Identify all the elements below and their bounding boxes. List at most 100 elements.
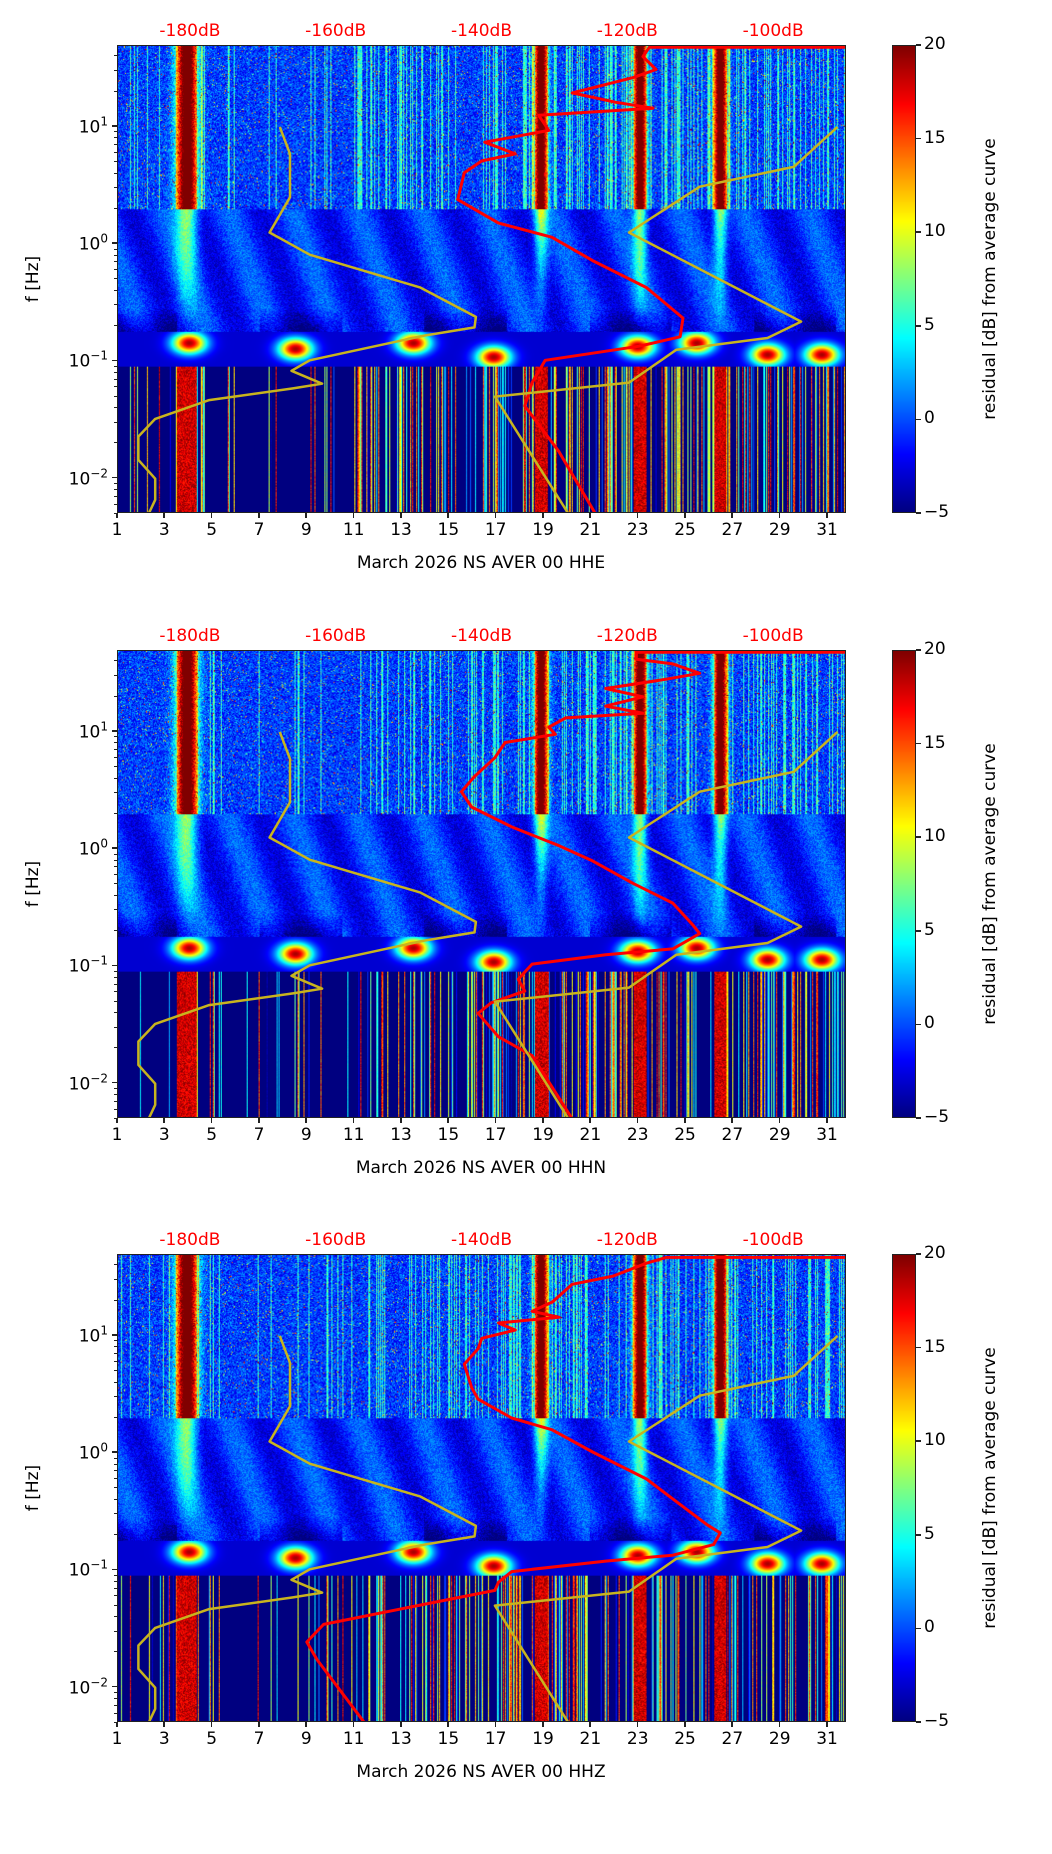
y-minor-tick bbox=[114, 161, 117, 163]
x-tick-label: 19 bbox=[532, 1729, 554, 1749]
y-tick-mark bbox=[112, 847, 117, 849]
y-minor-tick bbox=[114, 1100, 117, 1102]
y-minor-tick bbox=[114, 1026, 117, 1028]
y-minor-tick bbox=[114, 269, 117, 271]
x-tick-mark bbox=[778, 1118, 781, 1123]
colorbar-tick-label: 10 bbox=[924, 1430, 946, 1451]
y-tick-base: 10 bbox=[68, 956, 91, 977]
y-minor-tick bbox=[114, 695, 117, 697]
x-tick-mark bbox=[163, 1118, 165, 1123]
x-tick-label: 27 bbox=[721, 1729, 744, 1749]
x-tick-mark bbox=[684, 1722, 686, 1727]
y-tick-exponent: 1 bbox=[100, 114, 108, 129]
y-tick-exponent: −1 bbox=[90, 1557, 108, 1572]
colorbar-tick-mark bbox=[916, 1253, 921, 1255]
y-tick-base: 10 bbox=[68, 1074, 91, 1095]
series-line-nlnm bbox=[137, 731, 478, 1117]
y-tick-exponent: 1 bbox=[100, 1323, 108, 1338]
colorbar-tick-mark bbox=[916, 742, 921, 745]
series-line-nhnm bbox=[493, 1334, 839, 1721]
colorbar-tick-mark bbox=[916, 1117, 921, 1119]
y-minor-tick bbox=[114, 386, 117, 388]
x-tick-label: 29 bbox=[768, 1729, 791, 1749]
x-tick-label: 3 bbox=[158, 520, 170, 540]
y-tick-base: 10 bbox=[78, 117, 101, 138]
x-tick-mark bbox=[636, 1118, 639, 1123]
x-tick-label: 21 bbox=[579, 1125, 602, 1145]
x-tick-mark bbox=[636, 1722, 639, 1727]
colorbar-tick-label: −5 bbox=[924, 502, 950, 522]
y-tick-mark bbox=[112, 242, 117, 244]
colorbar-tick-label: 5 bbox=[924, 1523, 935, 1544]
top-axis-db-label: -160dB bbox=[305, 1230, 367, 1250]
colorbar-gradient bbox=[893, 46, 915, 512]
y-axis-label: f [Hz] bbox=[23, 860, 43, 908]
y-minor-tick bbox=[114, 90, 117, 92]
y-minor-tick bbox=[114, 874, 117, 876]
y-minor-tick bbox=[114, 1012, 117, 1014]
y-tick-label: 10−1 bbox=[69, 1558, 108, 1581]
y-minor-tick bbox=[114, 1470, 117, 1472]
y-minor-tick bbox=[114, 1360, 117, 1362]
y-minor-tick bbox=[114, 1264, 117, 1266]
y-minor-tick bbox=[114, 1574, 117, 1576]
x-tick-mark bbox=[352, 513, 355, 518]
x-tick-mark bbox=[258, 1118, 260, 1123]
x-tick-label: 9 bbox=[300, 520, 312, 540]
x-tick-label: 9 bbox=[300, 1729, 312, 1749]
colorbar-tick-mark bbox=[916, 1721, 921, 1723]
colorbar-tick-label: 20 bbox=[924, 639, 946, 659]
x-tick-mark bbox=[684, 513, 686, 518]
top-axis-db-label: -160dB bbox=[305, 626, 367, 646]
colorbar-label: residual [dB] from average curve bbox=[980, 743, 1000, 1025]
y-minor-tick bbox=[114, 1604, 117, 1606]
y-minor-tick bbox=[114, 371, 117, 373]
y-tick-exponent: −2 bbox=[90, 466, 108, 481]
x-axis-label: March 2026 NS AVER 00 HHZ bbox=[356, 1762, 606, 1782]
y-minor-tick bbox=[114, 1704, 117, 1706]
x-tick-mark bbox=[400, 1118, 402, 1123]
top-axis-db-label: -160dB bbox=[305, 21, 367, 41]
colorbar-tick-label: 15 bbox=[924, 1336, 946, 1357]
x-tick-mark bbox=[731, 1722, 733, 1727]
x-tick-mark bbox=[542, 1118, 544, 1123]
x-tick-label: 7 bbox=[253, 1125, 265, 1145]
series-line-psd bbox=[459, 651, 845, 1117]
x-tick-mark bbox=[494, 1722, 497, 1727]
y-minor-tick bbox=[114, 261, 117, 263]
y-minor-tick bbox=[114, 1478, 117, 1480]
y-minor-tick bbox=[114, 1498, 117, 1500]
noise-model-overlay bbox=[137, 46, 845, 512]
top-axis-db-label: -140dB bbox=[450, 1230, 513, 1250]
y-minor-tick bbox=[114, 1094, 117, 1096]
y-minor-tick bbox=[114, 1416, 117, 1418]
y-tick-base: 10 bbox=[68, 351, 91, 372]
x-tick-mark bbox=[210, 1118, 213, 1123]
y-minor-tick bbox=[114, 289, 117, 291]
y-axis-label: f [Hz] bbox=[23, 255, 43, 303]
x-tick-mark bbox=[258, 1722, 260, 1727]
y-tick-label: 10−2 bbox=[69, 1675, 108, 1698]
y-minor-tick bbox=[114, 1381, 117, 1383]
x-tick-mark bbox=[778, 1722, 781, 1727]
y-tick-mark bbox=[112, 1568, 117, 1571]
y-tick-label: 10−2 bbox=[69, 1071, 108, 1094]
x-tick-label: 29 bbox=[768, 1125, 791, 1145]
x-tick-label: 31 bbox=[816, 520, 838, 540]
x-tick-mark bbox=[352, 1722, 355, 1727]
x-axis-label: March 2026 NS AVER 00 HHE bbox=[356, 553, 606, 573]
y-tick-mark bbox=[112, 359, 117, 362]
y-minor-tick bbox=[114, 1487, 117, 1489]
series-line-nhnm bbox=[493, 730, 839, 1117]
y-axis-label: f [Hz] bbox=[23, 1464, 43, 1512]
y-minor-tick bbox=[114, 151, 117, 153]
y-minor-tick bbox=[114, 1595, 117, 1597]
colorbar bbox=[892, 45, 916, 513]
y-tick-exponent: 0 bbox=[100, 231, 108, 246]
y-minor-tick bbox=[114, 1513, 117, 1515]
y-tick-mark bbox=[112, 1081, 117, 1084]
y-tick-label: 101 bbox=[79, 1323, 108, 1346]
y-minor-tick bbox=[114, 736, 117, 738]
y-tick-base: 10 bbox=[78, 839, 101, 860]
colorbar-tick-mark bbox=[916, 231, 921, 233]
